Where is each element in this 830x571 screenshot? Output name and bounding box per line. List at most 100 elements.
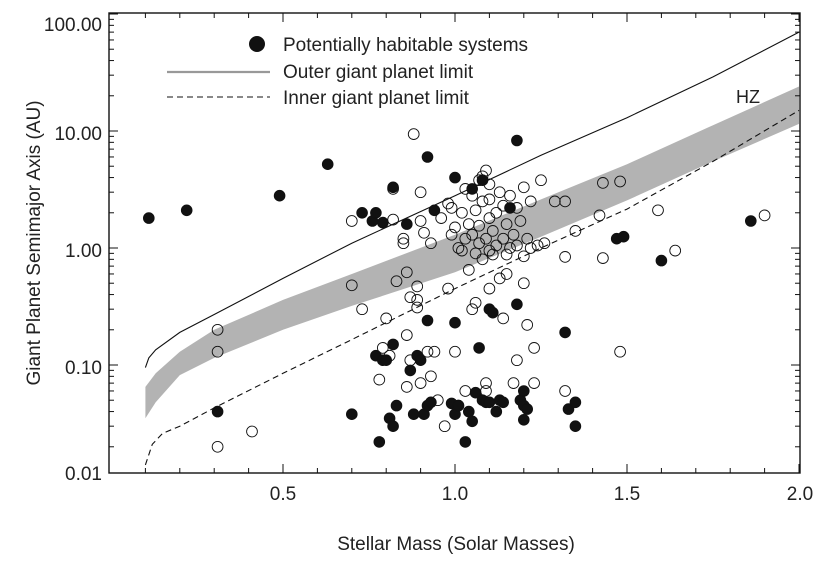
habitable-system-point [511, 298, 523, 311]
other-system-point [524, 242, 537, 254]
other-system-point [521, 319, 534, 331]
other-system-point [445, 228, 458, 241]
other-system-point [428, 345, 441, 358]
other-system-point [452, 242, 465, 254]
other-system-point [483, 193, 496, 206]
hz-annotation: HZ [736, 87, 760, 107]
other-system-point [569, 225, 582, 237]
habitable-system-point [421, 151, 434, 163]
other-system-point [345, 279, 358, 292]
habitable-system-point [407, 408, 420, 421]
habitable-system-point [466, 183, 479, 195]
legend: Potentially habitable systems Outer gian… [167, 35, 528, 109]
other-system-point [462, 264, 475, 276]
habitable-system-point [521, 403, 533, 415]
legend-filled-circle-marker [249, 36, 265, 52]
other-system-point [511, 239, 523, 252]
other-system-point [418, 226, 430, 239]
other-system-point [414, 377, 427, 389]
y-tick-label: 10.00 [54, 124, 102, 145]
legend-label-habitable: Potentially habitable systems [283, 35, 528, 56]
habitable-system-point [390, 399, 403, 412]
habitable-system-point [511, 134, 523, 147]
habitable-system-point [387, 420, 399, 433]
habitable-system-point [425, 396, 437, 409]
habitable-system-point [497, 396, 510, 409]
plot-area [143, 31, 800, 466]
other-system-point [486, 225, 499, 237]
x-tick-label: 2.0 [787, 484, 813, 505]
other-system-point [548, 195, 561, 208]
habitable-system-point [473, 342, 485, 354]
other-system-point [421, 345, 434, 358]
other-system-point [511, 354, 523, 367]
other-system-point [459, 232, 472, 245]
other-system-point [462, 218, 475, 230]
other-system-point [500, 218, 513, 230]
other-system-point [404, 291, 417, 304]
other-system-point [538, 237, 551, 250]
legend-label-inner-limit: Inner giant planet limit [283, 88, 470, 109]
habitable-system-point [483, 396, 496, 409]
other-system-point [397, 237, 410, 250]
other-system-point [356, 303, 368, 316]
other-system-point [500, 268, 513, 280]
other-system-point [211, 345, 224, 358]
outer-giant-planet-limit-line [144, 31, 800, 368]
other-system-point [466, 228, 479, 241]
habitable-system-point [569, 396, 582, 409]
other-system-point [483, 282, 496, 295]
habitable-system-point [655, 254, 668, 267]
other-system-point [490, 239, 503, 252]
other-system-point [517, 250, 530, 263]
other-system-point [528, 377, 540, 389]
habitable-system-point [486, 306, 499, 319]
other-system-point [445, 202, 458, 214]
other-system-point [517, 181, 530, 194]
habitable-system-point [490, 405, 503, 418]
other-system-point [507, 377, 520, 389]
other-system-point [449, 345, 461, 358]
other-system-point [407, 128, 420, 140]
other-system-point [507, 228, 520, 241]
open-points-group [211, 128, 771, 453]
other-system-point [414, 186, 427, 199]
other-system-point [614, 175, 626, 188]
y-tick-label: 0.10 [65, 358, 102, 379]
habitable-system-point [211, 405, 224, 418]
x-tick-label: 1.5 [614, 484, 640, 505]
other-system-point [456, 206, 468, 219]
other-system-point [380, 312, 393, 325]
habitable-system-point [559, 326, 571, 339]
other-system-point [387, 213, 399, 226]
other-system-point [469, 204, 482, 217]
habitable-system-point [400, 218, 413, 230]
habitable-system-point [617, 230, 630, 243]
x-axis-title: Stellar Mass (Solar Masses) [337, 534, 575, 555]
habitable-system-point [373, 436, 386, 448]
habitable-system-point [387, 338, 399, 351]
y-tick-label: 0.01 [65, 464, 102, 485]
habitable-system-point [356, 207, 368, 219]
habitable-system-point [404, 364, 417, 377]
other-system-point [438, 420, 451, 433]
other-system-point [466, 303, 479, 316]
other-system-point [397, 232, 410, 245]
other-system-point [528, 342, 540, 354]
other-system-point [211, 323, 224, 336]
other-system-point [493, 272, 506, 285]
other-system-point [473, 219, 485, 232]
other-system-point [517, 277, 530, 290]
habitable-system-point [421, 314, 434, 327]
x-tick-label: 1.0 [442, 484, 468, 505]
other-system-point [476, 253, 489, 266]
other-system-point [758, 209, 771, 222]
habitable-system-point [452, 399, 465, 412]
other-system-point [559, 195, 571, 208]
habitable-system-point [469, 386, 482, 399]
habitable-system-point [321, 158, 334, 171]
habitable-system-point [744, 215, 757, 227]
other-system-point [500, 248, 513, 261]
habitable-system-point [370, 207, 382, 219]
